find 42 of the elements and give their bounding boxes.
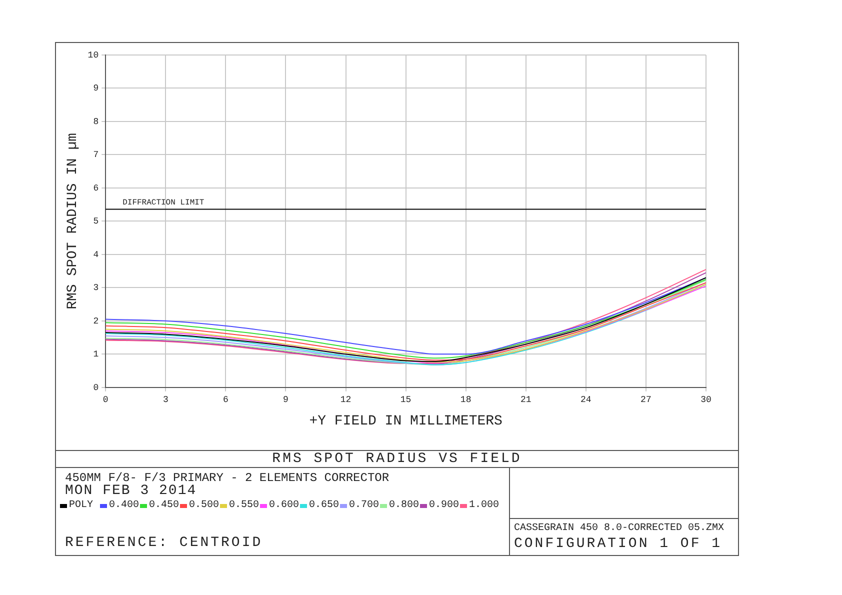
y-tick-label: 0 (93, 382, 99, 393)
legend-label: 0.700 (349, 500, 380, 511)
x-tick-label: 27 (640, 395, 652, 406)
x-axis-title: +Y FIELD IN MILLIMETERS (309, 413, 502, 430)
y-axis-title: RMS SPOT RADIUS IN µm (65, 132, 82, 310)
y-tick-label: 6 (93, 183, 99, 194)
x-tick-label: 12 (340, 395, 352, 406)
text: CASSEGRAIN 450 8.0-CORRECTED 05.ZMX (514, 523, 724, 534)
legend-label: 0.400 (109, 500, 140, 511)
text: REFERENCE: CENTROID (65, 535, 263, 551)
y-tick-label: 5 (93, 216, 99, 227)
y-tick-label: 3 (93, 283, 99, 294)
y-tick-label: 1 (93, 350, 99, 360)
legend-label: 0.800 (389, 500, 420, 511)
x-tick-label: 24 (580, 395, 592, 406)
text: 450MM F/8- F/3 PRIMARY - 2 ELEMENTS CORRECTOR (65, 471, 390, 485)
text: RMS SPOT RADIUS VS FIELD (55, 451, 739, 467)
x-tick-label: 15 (400, 395, 412, 406)
x-tick-label: 6 (222, 395, 228, 406)
text: CONFIGURATION 1 OF 1 (514, 536, 722, 552)
legend-label: POLY (69, 500, 94, 511)
x-tick-label: 9 (283, 395, 288, 406)
legend-label: 0.600 (269, 500, 300, 511)
legend-label: 0.450 (149, 500, 180, 511)
x-tick-label: 21 (520, 395, 532, 406)
x-tick-label: 3 (162, 395, 168, 406)
legend-label: 0.550 (229, 500, 260, 511)
legend-label: 1.000 (469, 500, 500, 511)
y-tick-label: 7 (93, 150, 99, 160)
x-tick-label: 30 (700, 395, 712, 406)
legend-label: 0.900 (429, 500, 460, 511)
legend-label: 0.500 (189, 500, 220, 511)
text: MON FEB 3 2014 (65, 483, 197, 499)
y-tick-label: 10 (88, 50, 99, 60)
legend-label: 0.650 (309, 500, 340, 511)
y-tick-label: 8 (93, 116, 99, 127)
x-tick-label: 18 (460, 395, 472, 406)
ref-line-label: DIFFRACTION LIMIT (122, 198, 204, 208)
x-tick-label: 0 (102, 395, 108, 406)
y-tick-label: 9 (93, 84, 99, 94)
y-tick-label: 2 (93, 316, 99, 326)
y-tick-label: 4 (93, 250, 99, 260)
